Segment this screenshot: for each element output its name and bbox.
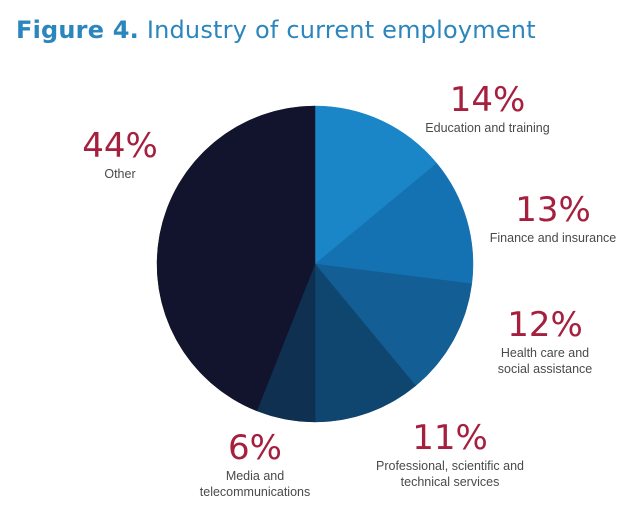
slice-category-media-line1: Media and bbox=[225, 469, 285, 483]
slice-label-education: 14% Education and training bbox=[395, 80, 580, 136]
slice-label-other: 44% Other bbox=[60, 126, 180, 182]
pie-slice-other bbox=[156, 105, 316, 412]
pie-slice-health-care-and-social-assistance bbox=[314, 263, 473, 387]
slice-category-health-care-line1: Health care and bbox=[500, 346, 590, 360]
slice-category-media-line2: telecommunications bbox=[199, 485, 311, 499]
chart-title: Figure 4. Industry of current employment bbox=[16, 14, 536, 46]
pie-slice-education-and-training bbox=[314, 105, 438, 265]
slice-percent-finance: 13% bbox=[515, 190, 591, 230]
slice-category-health-care-line2: social assistance bbox=[497, 362, 593, 376]
slice-percent-health-care: 12% bbox=[507, 305, 583, 345]
slice-category-education: Education and training bbox=[425, 121, 550, 135]
slice-percent-other: 44% bbox=[82, 126, 158, 166]
slice-label-finance: 13% Finance and insurance bbox=[468, 190, 638, 246]
slice-category-other: Other bbox=[104, 167, 136, 181]
figure-title-text: Industry of current employment bbox=[138, 16, 536, 44]
pie-slice-professional-scientific-and-technical-services bbox=[314, 263, 417, 423]
slice-category-finance: Finance and insurance bbox=[489, 231, 617, 245]
slice-percent-professional: 11% bbox=[412, 418, 488, 458]
figure-number: Figure 4. bbox=[16, 16, 139, 44]
slice-label-health-care: 12% Health care and social assistance bbox=[460, 305, 630, 377]
slice-category-professional-line1: Professional, scientific and bbox=[376, 459, 524, 473]
slice-percent-education: 14% bbox=[449, 80, 526, 120]
slice-label-media: 6% Media and telecommunications bbox=[180, 428, 330, 500]
pie-slice-finance-and-insurance bbox=[314, 162, 474, 285]
slice-category-professional-line2: technical services bbox=[400, 475, 500, 489]
slice-percent-media: 6% bbox=[228, 428, 282, 468]
slice-label-professional: 11% Professional, scientific and technic… bbox=[360, 418, 540, 490]
